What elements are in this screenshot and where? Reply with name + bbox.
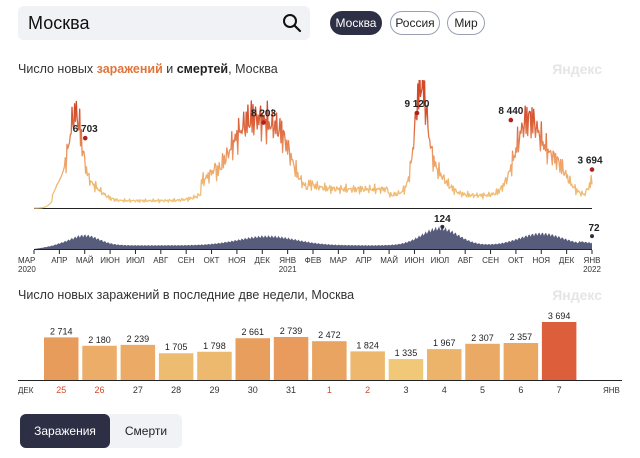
- x-axis-label: ОКТ: [508, 256, 524, 265]
- bar-5: [465, 343, 500, 380]
- deaths-peak-label: 72: [588, 223, 600, 234]
- bar-1: [312, 341, 347, 380]
- bar-value-label: 1 967: [433, 338, 456, 348]
- x-axis-label: ИЮН: [405, 256, 425, 265]
- bar-3: [388, 359, 424, 380]
- x-axis-label: АВГ: [153, 256, 169, 265]
- x-axis-label: ЯНВ 2021: [279, 256, 297, 274]
- month-end-label: ЯНВ: [603, 386, 620, 395]
- bar-value-label: 1 705: [165, 342, 188, 352]
- x-axis-label: ДЕК: [559, 256, 575, 265]
- bar-value-label: 2 739: [280, 326, 303, 336]
- x-axis-label: ИЮЛ: [126, 256, 145, 265]
- bar-value-label: 2 472: [318, 330, 341, 340]
- deaths-peak-dot: [590, 234, 594, 239]
- x-axis-label: ЯНВ 2022: [583, 256, 601, 274]
- x-axis-label: ФЕВ: [305, 256, 322, 265]
- region-moscow-button[interactable]: Москва: [330, 11, 382, 35]
- bar-2: [350, 351, 385, 380]
- x-axis-label: НОЯ: [228, 256, 246, 265]
- day-label: 3: [403, 385, 408, 395]
- x-axis-label: СЕН: [482, 256, 499, 265]
- x-axis-label: АПР: [356, 256, 372, 265]
- day-label: 4: [442, 385, 447, 395]
- x-axis-label: СЕН: [178, 256, 195, 265]
- bar-26: [82, 345, 117, 380]
- search-input[interactable]: Москва: [28, 13, 90, 33]
- bar-27: [120, 344, 156, 380]
- bar-25: [44, 337, 79, 380]
- x-axis-label: ОКТ: [204, 256, 220, 265]
- day-label: 1: [327, 385, 332, 395]
- tab-deaths[interactable]: Смерти: [124, 424, 168, 438]
- bar-value-label: 2 714: [50, 326, 73, 336]
- bar-value-label: 2 661: [241, 327, 264, 337]
- chart2-title: Число новых заражений в последние две не…: [18, 288, 355, 302]
- bar-value-label: 1 335: [395, 348, 418, 358]
- x-axis-label: АВГ: [458, 256, 474, 265]
- deaths-peak-dot: [440, 224, 445, 229]
- infections-peak-dot: [589, 167, 595, 172]
- x-axis-label: ИЮН: [100, 256, 120, 265]
- bar-7: [541, 322, 577, 380]
- x-axis-label: НОЯ: [532, 256, 550, 265]
- bar-6: [503, 342, 539, 380]
- bar-4: [427, 349, 462, 380]
- infections-deaths-chart: 6 703 8 203 9 120 8 440 3 694 124 72 МАР 2020 АПР…: [18, 80, 603, 274]
- x-axis-label: МАР: [330, 256, 347, 265]
- day-label: 26: [95, 385, 105, 395]
- infections-peak-label: 8 203: [251, 109, 276, 120]
- infections-peak-dot: [414, 110, 420, 116]
- day-label: 28: [171, 385, 181, 395]
- x-axis-label: ИЮЛ: [430, 256, 449, 265]
- x-axis-label: ДЕК: [255, 256, 271, 265]
- bar-30: [235, 338, 270, 380]
- infections-peak-label: 8 440: [498, 106, 523, 117]
- x-axis-label: АПР: [51, 256, 67, 265]
- region-russia-button[interactable]: Россия: [390, 11, 440, 35]
- infections-peak-label: 3 694: [577, 156, 602, 167]
- day-label: 27: [133, 385, 143, 395]
- bar-value-label: 2 239: [127, 334, 150, 344]
- bar-value-label: 1 798: [203, 341, 226, 351]
- x-axis-label: МАЙ: [380, 256, 398, 265]
- metric-tabs: Заражения Смерти: [20, 414, 182, 448]
- infections-peak-dot: [82, 135, 88, 141]
- region-world-button[interactable]: Мир: [447, 11, 485, 35]
- x-axis-label: МАР 2020: [18, 256, 36, 274]
- tab-infections[interactable]: Заражения: [20, 414, 110, 448]
- bar-value-label: 1 824: [356, 340, 379, 350]
- day-label: 7: [557, 385, 562, 395]
- day-label: 29: [209, 385, 219, 395]
- yandex-logo-2: Яндекс: [552, 287, 602, 303]
- deaths-peak-label: 124: [434, 214, 451, 225]
- search-box[interactable]: Москва: [18, 6, 310, 40]
- infections-peak-dot: [508, 117, 514, 123]
- bar-28: [158, 353, 194, 380]
- infections-peak-label: 6 703: [73, 124, 98, 135]
- infections-peak-dot: [261, 120, 266, 125]
- day-label: 6: [518, 385, 523, 395]
- bar-value-label: 3 694: [548, 311, 571, 321]
- deaths-series-area: [34, 226, 592, 249]
- chart1-title: Число новых заражений и смертей, Москва: [18, 62, 278, 76]
- infections-series-line: [34, 80, 593, 209]
- day-label: 30: [248, 385, 258, 395]
- yandex-logo: Яндекс: [552, 61, 602, 77]
- bar-value-label: 2 357: [510, 332, 533, 342]
- day-label: 31: [286, 385, 296, 395]
- infections-peak-label: 9 120: [404, 99, 429, 110]
- day-label: 2: [365, 385, 370, 395]
- x-axis-label: МАЙ: [76, 256, 94, 265]
- search-icon[interactable]: [282, 13, 302, 33]
- bar-29: [197, 351, 232, 380]
- day-label: 5: [480, 385, 485, 395]
- day-label: 25: [56, 385, 66, 395]
- bar-value-label: 2 180: [88, 335, 111, 345]
- bar-31: [273, 336, 309, 380]
- month-start-label: ДЕК: [18, 386, 34, 395]
- bar-value-label: 2 307: [471, 333, 494, 343]
